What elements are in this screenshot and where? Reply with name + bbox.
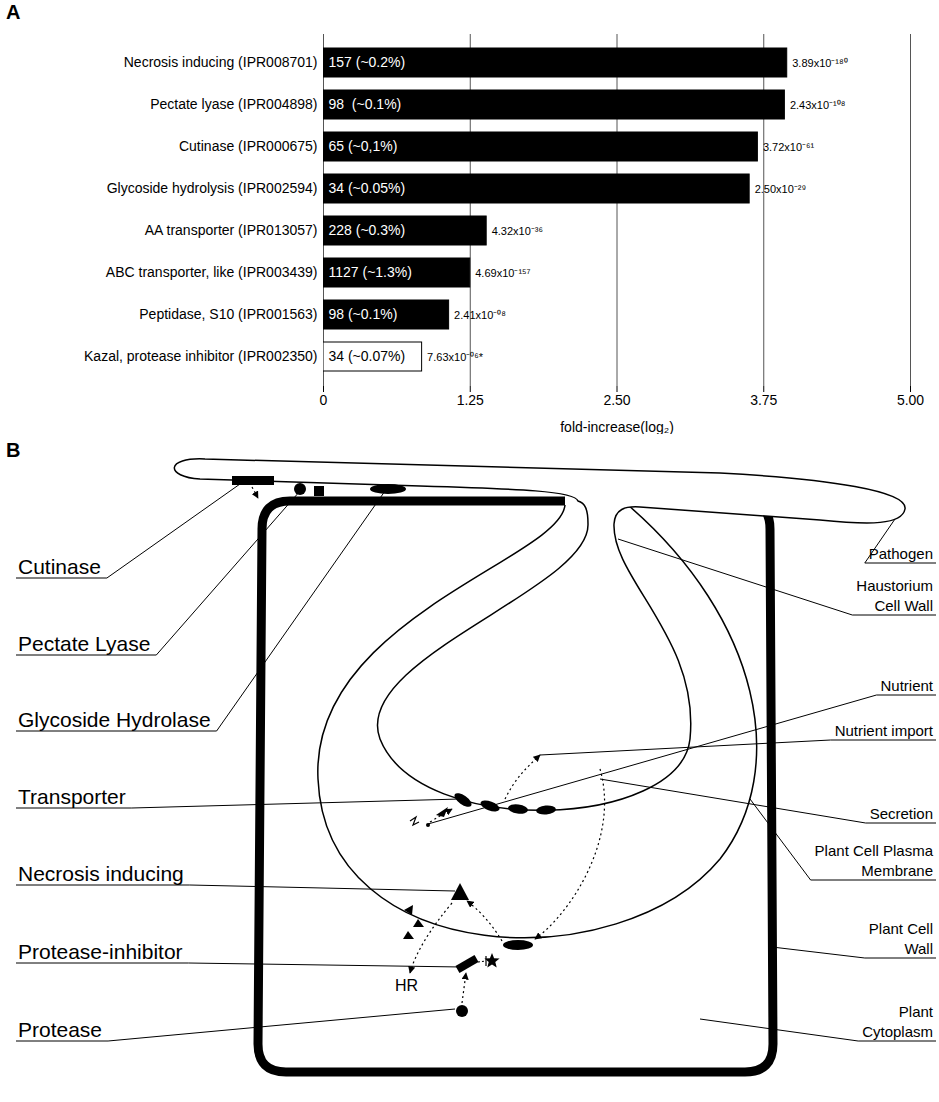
svg-text:98 (~0.1%): 98 (~0.1%) xyxy=(329,96,402,112)
svg-text:Protease: Protease xyxy=(18,1018,102,1041)
svg-text:Pathogen: Pathogen xyxy=(869,545,933,562)
svg-text:Plant Cell Plasma: Plant Cell Plasma xyxy=(815,842,934,859)
svg-text:0: 0 xyxy=(320,392,328,408)
svg-text:Plant Cell: Plant Cell xyxy=(869,920,933,937)
svg-text:B: B xyxy=(6,439,20,461)
svg-text:228 (~0.3%): 228 (~0.3%) xyxy=(329,222,406,238)
svg-text:Pectate Lyase: Pectate Lyase xyxy=(18,632,150,655)
svg-text:2.50: 2.50 xyxy=(603,392,630,408)
svg-text:Cell Wall: Cell Wall xyxy=(874,597,933,614)
svg-text:Cytoplasm: Cytoplasm xyxy=(862,1023,933,1040)
svg-text:2.43x10⁻¹⁰⁸: 2.43x10⁻¹⁰⁸ xyxy=(790,99,845,111)
svg-text:157 (~0.2%): 157 (~0.2%) xyxy=(329,54,406,70)
svg-text:3.72x10⁻⁶¹: 3.72x10⁻⁶¹ xyxy=(763,141,815,153)
svg-text:Cutinase (IPR000675): Cutinase (IPR000675) xyxy=(179,138,318,154)
svg-text:HR: HR xyxy=(395,977,418,994)
svg-text:4.32x10⁻³⁶: 4.32x10⁻³⁶ xyxy=(492,225,543,237)
svg-text:65 (~0,1%): 65 (~0,1%) xyxy=(329,138,398,154)
svg-text:ABC transporter, like (IPR0034: ABC transporter, like (IPR003439) xyxy=(106,264,318,280)
svg-text:fold-increase(log₂): fold-increase(log₂) xyxy=(560,419,674,435)
svg-text:Transporter: Transporter xyxy=(18,785,126,808)
svg-text:Protease-inhibitor: Protease-inhibitor xyxy=(18,940,183,963)
svg-text:Pectate lyase (IPR004898): Pectate lyase (IPR004898) xyxy=(150,96,317,112)
svg-text:1127 (~1.3%): 1127 (~1.3%) xyxy=(329,264,412,280)
svg-text:AA transporter (IPR013057): AA transporter (IPR013057) xyxy=(145,222,318,238)
svg-text:98 (~0.1%): 98 (~0.1%) xyxy=(329,306,398,322)
svg-text:Secretion: Secretion xyxy=(870,805,933,822)
svg-text:Necrosis inducing (IPR008701): Necrosis inducing (IPR008701) xyxy=(124,54,318,70)
svg-text:5.00: 5.00 xyxy=(897,392,924,408)
svg-text:34 (~0.07%): 34 (~0.07%) xyxy=(329,348,406,364)
svg-text:Haustorium: Haustorium xyxy=(856,577,933,594)
svg-text:Necrosis inducing: Necrosis inducing xyxy=(18,862,184,885)
html-text:A: A xyxy=(6,1,21,23)
svg-text:7.63x10⁻⁰⁶*: 7.63x10⁻⁰⁶* xyxy=(427,351,484,363)
svg-text:3.89x10⁻¹⁸⁰: 3.89x10⁻¹⁸⁰ xyxy=(792,57,847,69)
svg-text:Glycoside Hydrolase: Glycoside Hydrolase xyxy=(18,708,211,731)
svg-text:Plant: Plant xyxy=(899,1003,934,1020)
svg-text:2.41x10⁻⁰⁸: 2.41x10⁻⁰⁸ xyxy=(454,309,506,321)
svg-text:4.69x10⁻¹⁵⁷: 4.69x10⁻¹⁵⁷ xyxy=(475,267,530,279)
svg-text:34 (~0.05%): 34 (~0.05%) xyxy=(329,180,406,196)
svg-text:1.25: 1.25 xyxy=(457,392,484,408)
svg-text:Membrane: Membrane xyxy=(861,862,933,879)
svg-text:Cutinase: Cutinase xyxy=(18,555,101,578)
svg-text:2.50x10⁻²⁹: 2.50x10⁻²⁹ xyxy=(755,183,807,195)
svg-text:Glycoside hydrolysis (IPR00259: Glycoside hydrolysis (IPR002594) xyxy=(107,180,318,196)
svg-text:Nutrient import: Nutrient import xyxy=(835,722,934,739)
svg-text:Kazal, protease inhibitor (IPR: Kazal, protease inhibitor (IPR002350) xyxy=(84,348,317,364)
svg-text:Peptidase, S10 (IPR001563): Peptidase, S10 (IPR001563) xyxy=(139,306,317,322)
svg-text:3.75: 3.75 xyxy=(750,392,777,408)
svg-text:Nutrient: Nutrient xyxy=(880,677,933,694)
svg-text:Wall: Wall xyxy=(904,940,933,957)
